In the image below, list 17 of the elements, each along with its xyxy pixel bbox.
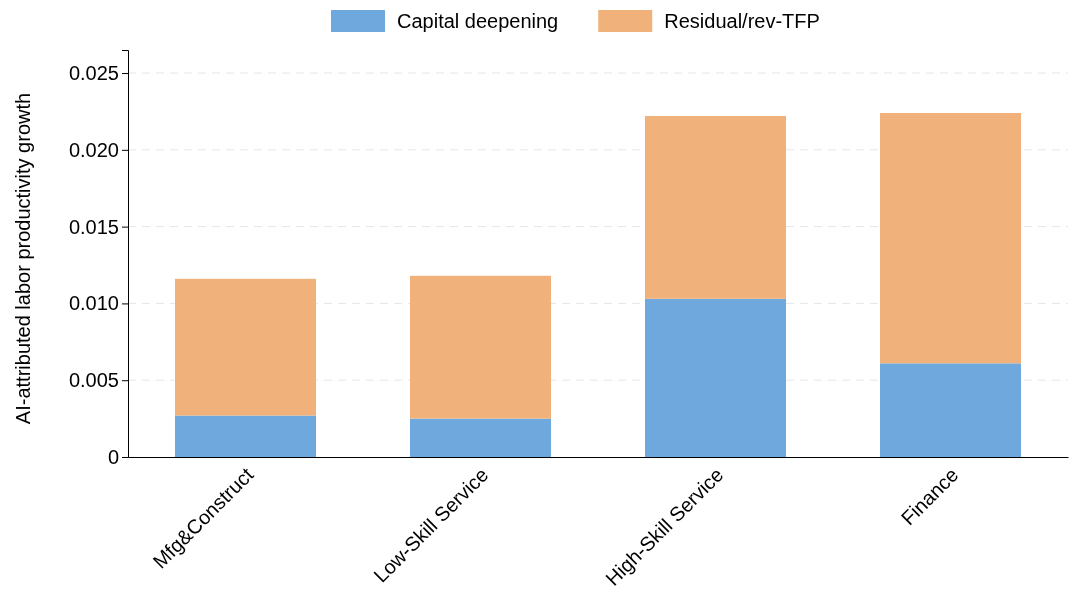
y-axis-title: AI-attributed labor productivity growth: [12, 92, 34, 425]
bar: [645, 116, 786, 299]
bar: [410, 275, 551, 419]
y-tick-label: 0.015: [68, 215, 119, 238]
bar: [645, 298, 786, 457]
y-tick-label: 0.005: [68, 369, 119, 392]
bar: [880, 112, 1021, 364]
bar: [410, 418, 551, 457]
bar: [175, 278, 316, 416]
bar: [175, 415, 316, 457]
legend-label: Residual/rev-TFP: [664, 10, 820, 32]
y-tick-label: 0.010: [68, 292, 119, 315]
y-tick-label: 0.020: [68, 138, 119, 161]
legend-label: Capital deepening: [397, 10, 559, 32]
bar: [880, 363, 1021, 457]
y-tick-label: 0.025: [68, 61, 119, 84]
y-tick-label: 0: [107, 445, 119, 468]
